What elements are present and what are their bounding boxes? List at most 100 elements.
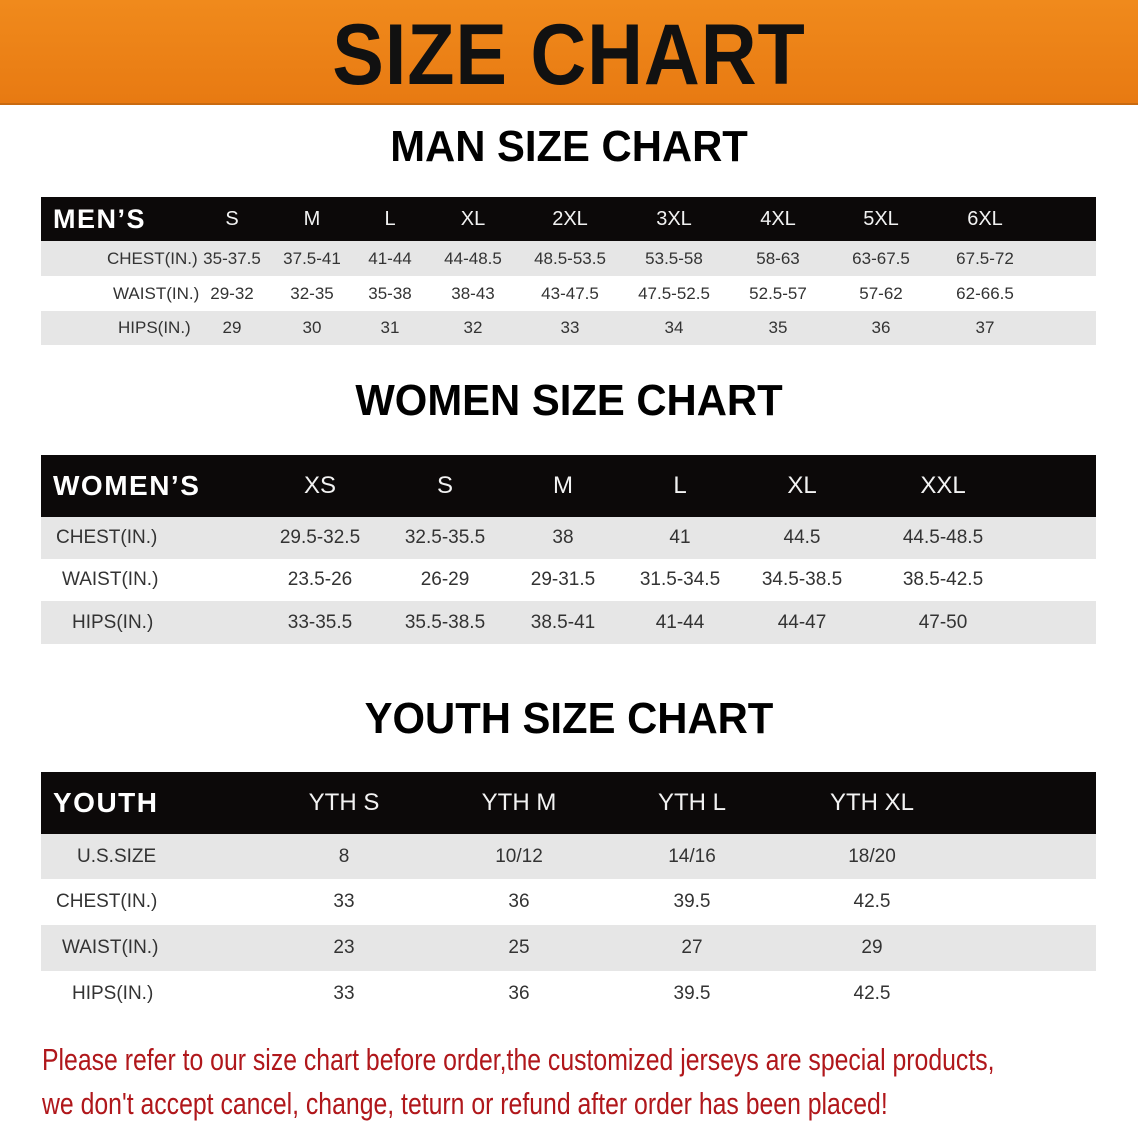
table-cell: 33 xyxy=(560,318,580,337)
table-cell: 47.5-52.5 xyxy=(638,284,710,303)
table-row: WAIST(IN.) 29-32 32-35 35-38 38-43 43-47.5 47.… xyxy=(41,276,1096,311)
table-cell: 37.5-41 xyxy=(283,249,341,268)
table-row: WAIST(IN.) 23.5-26 26-29 29-31.5 31.5-34.5 34… xyxy=(41,559,1096,601)
table-cell: 58-63 xyxy=(756,249,800,268)
table-cell: 57-62 xyxy=(859,284,903,303)
table-cell: 33 xyxy=(333,983,355,1004)
table-cell: 10/12 xyxy=(495,846,543,867)
table-row: HIPS(IN.) 33 36 39.5 42.5 xyxy=(41,971,1096,1016)
table-cell: 41 xyxy=(669,527,691,548)
women-section-title: WOMEN SIZE CHART xyxy=(355,376,783,425)
size-header: 5XL xyxy=(863,208,899,230)
table-cell: 38.5-42.5 xyxy=(902,569,984,590)
table-cell: 18/20 xyxy=(848,846,896,867)
table-row: CHEST(IN.) 35-37.5 37.5-41 41-44 44-48.5 48.5… xyxy=(41,241,1096,276)
table-cell: 34 xyxy=(664,318,684,337)
table-cell: 29.5-32.5 xyxy=(279,527,361,548)
header-label: WOMEN’S xyxy=(53,470,201,501)
women-size-table: WOMEN’S XS S M L XL XXL CHEST(IN.) 29.5-32.5 32.5… xyxy=(41,455,1096,644)
size-header: 4XL xyxy=(760,208,796,230)
size-header: L xyxy=(673,472,687,499)
table-cell: 43-47.5 xyxy=(541,284,599,303)
row-label: WAIST(IN.) xyxy=(62,937,159,958)
size-header: 6XL xyxy=(967,208,1003,230)
table-cell: 29-32 xyxy=(210,284,254,303)
banner: SIZE CHART xyxy=(0,0,1138,105)
table-cell: 23 xyxy=(333,937,355,958)
table-cell: 35.5-38.5 xyxy=(404,612,486,633)
table-cell: 14/16 xyxy=(668,846,716,867)
table-row: HIPS(IN.) 29 30 31 32 33 34 35 36 37 xyxy=(41,311,1096,345)
table-cell: 25 xyxy=(508,937,530,958)
table-row: HIPS(IN.) 33-35.5 35.5-38.5 38.5-41 41-44 44-… xyxy=(41,601,1096,644)
row-label: CHEST(IN.) xyxy=(56,527,158,548)
size-header: YTH S xyxy=(308,789,380,816)
table-cell: 33-35.5 xyxy=(287,612,353,633)
table-cell: 62-66.5 xyxy=(956,284,1014,303)
youth-size-table: YOUTH YTH S YTH M YTH L YTH XL U.S.SIZE 8 10/12… xyxy=(41,772,1096,1016)
women-header-row: WOMEN’S XS S M L XL XXL xyxy=(41,455,1096,517)
table-cell: 39.5 xyxy=(673,891,711,912)
table-cell: 39.5 xyxy=(673,983,711,1004)
table-cell: 47-50 xyxy=(918,612,968,633)
table-cell: 26-29 xyxy=(420,569,470,590)
table-cell: 42.5 xyxy=(853,891,891,912)
size-header: L xyxy=(384,208,396,230)
size-header: YTH L xyxy=(657,789,727,816)
table-cell: 29 xyxy=(861,937,883,958)
table-cell: 63-67.5 xyxy=(852,249,910,268)
table-cell: 38.5-41 xyxy=(530,612,596,633)
header-label: YOUTH xyxy=(53,787,159,818)
table-cell: 8 xyxy=(338,846,350,867)
men-section-title: MAN SIZE CHART xyxy=(390,122,748,171)
youth-header-row: YOUTH YTH S YTH M YTH L YTH XL xyxy=(41,772,1096,834)
table-cell: 36 xyxy=(871,318,891,337)
table-cell: 32-35 xyxy=(290,284,334,303)
table-cell: 30 xyxy=(302,318,322,337)
size-header: 2XL xyxy=(552,208,588,230)
table-cell: 44-47 xyxy=(777,612,827,633)
table-cell: 31 xyxy=(380,318,400,337)
table-cell: 29 xyxy=(222,318,242,337)
size-header: XXL xyxy=(920,472,966,499)
table-cell: 32.5-35.5 xyxy=(404,527,486,548)
youth-section-title: YOUTH SIZE CHART xyxy=(364,694,774,743)
size-header: XL xyxy=(787,472,817,499)
header-label: MEN’S xyxy=(53,204,147,234)
size-header: YTH M xyxy=(481,789,557,816)
size-header: YTH XL xyxy=(829,789,915,816)
table-cell: 35-38 xyxy=(368,284,412,303)
table-row: CHEST(IN.) 29.5-32.5 32.5-35.5 38 41 44.5 44.5… xyxy=(41,517,1096,559)
table-cell: 38 xyxy=(552,527,574,548)
row-label: WAIST(IN.) xyxy=(62,569,159,590)
disclaimer-line-2: we don't accept cancel, change, teturn o… xyxy=(42,1086,888,1121)
banner-title: SIZE CHART xyxy=(332,7,806,103)
table-row: U.S.SIZE 8 10/12 14/16 18/20 xyxy=(41,834,1096,879)
size-header: M xyxy=(303,208,321,230)
men-size-table: MEN’S S M L XL 2XL 3XL 4XL 5XL 6XL CHEST(IN.) 35-37… xyxy=(41,197,1096,345)
size-header: XS xyxy=(303,472,337,499)
disclaimer-line-1: Please refer to our size chart before or… xyxy=(42,1042,995,1077)
row-label: HIPS(IN.) xyxy=(72,983,154,1004)
table-cell: 29-31.5 xyxy=(530,569,596,590)
table-cell: 34.5-38.5 xyxy=(761,569,843,590)
table-cell: 38-43 xyxy=(451,284,495,303)
table-cell: 48.5-53.5 xyxy=(534,249,606,268)
table-cell: 31.5-34.5 xyxy=(639,569,721,590)
table-cell: 35 xyxy=(768,318,788,337)
table-cell: 44-48.5 xyxy=(444,249,502,268)
table-cell: 36 xyxy=(508,983,530,1004)
size-header: XL xyxy=(460,208,486,230)
row-label: CHEST(IN.) xyxy=(56,891,158,912)
table-cell: 36 xyxy=(508,891,530,912)
table-row: CHEST(IN.) 33 36 39.5 42.5 xyxy=(41,879,1096,925)
row-label: CHEST(IN.) xyxy=(107,249,198,268)
table-cell: 44.5-48.5 xyxy=(902,527,984,548)
row-label: U.S.SIZE xyxy=(77,846,157,867)
row-label: HIPS(IN.) xyxy=(118,318,191,337)
table-cell: 37 xyxy=(975,318,995,337)
table-cell: 52.5-57 xyxy=(749,284,807,303)
size-header: S xyxy=(225,208,239,230)
table-cell: 23.5-26 xyxy=(287,569,353,590)
table-cell: 32 xyxy=(463,318,483,337)
